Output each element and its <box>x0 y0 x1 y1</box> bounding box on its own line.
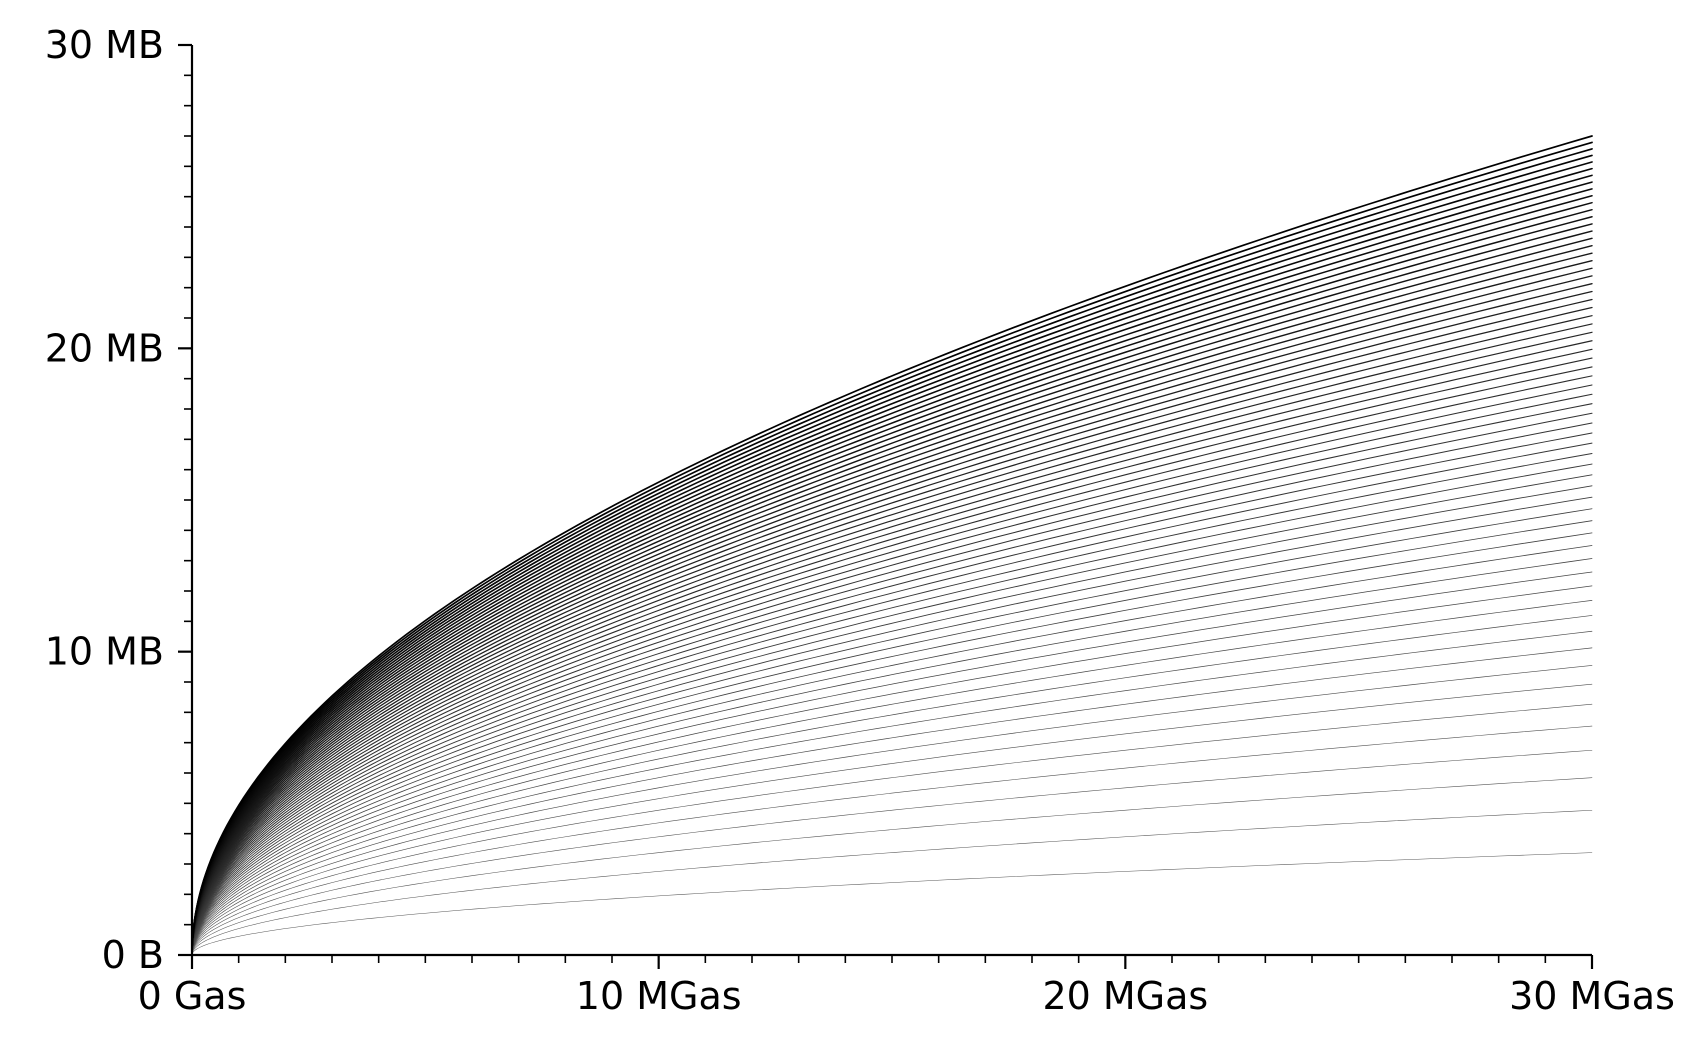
series-line-8 <box>191 665 1593 956</box>
x-tick-label: 30 MGas <box>1509 974 1675 1018</box>
series-line-32 <box>191 375 1593 956</box>
series-line-55 <box>191 195 1593 956</box>
series-line-25 <box>191 442 1593 956</box>
series-line-21 <box>191 485 1593 956</box>
series-line-4 <box>191 749 1593 956</box>
y-tick-label: 20 MB <box>45 326 164 370</box>
series-line-27 <box>191 422 1593 956</box>
series-line-3 <box>191 777 1593 956</box>
series-line-1 <box>191 852 1593 956</box>
series-line-23 <box>191 463 1593 956</box>
series-line-7 <box>191 683 1593 956</box>
series-line-61 <box>191 154 1593 956</box>
series-line-34 <box>191 357 1593 956</box>
series-line-45 <box>191 267 1593 956</box>
series-line-28 <box>191 412 1593 956</box>
series-line-30 <box>191 393 1593 956</box>
y-tick-label: 10 MB <box>45 630 164 674</box>
series-line-15 <box>191 558 1593 956</box>
series-line-9 <box>191 647 1593 956</box>
series-group <box>191 135 1593 956</box>
series-line-35 <box>191 348 1593 956</box>
series-line-36 <box>191 340 1593 956</box>
series-line-6 <box>191 703 1593 956</box>
x-tick-label: 10 MGas <box>576 974 742 1018</box>
series-line-26 <box>191 432 1593 956</box>
series-line-13 <box>191 585 1593 956</box>
tick-labels: 0 Gas 10 MGas 20 MGas 30 MGas 0 B 10 MB 20 MB 3… <box>45 23 1675 1018</box>
series-line-42 <box>191 290 1593 956</box>
series-line-41 <box>191 298 1593 956</box>
ticks <box>178 43 1594 969</box>
series-line-24 <box>191 452 1593 956</box>
series-line-29 <box>191 403 1593 956</box>
y-tick-label: 30 MB <box>45 23 164 67</box>
series-line-33 <box>191 366 1593 956</box>
series-line-19 <box>191 508 1593 956</box>
series-line-10 <box>191 630 1593 956</box>
series-line-16 <box>191 545 1593 956</box>
series-line-59 <box>191 167 1593 956</box>
series-line-20 <box>191 496 1593 956</box>
series-line-17 <box>191 532 1593 956</box>
series-line-37 <box>191 331 1593 956</box>
series-line-18 <box>191 520 1593 956</box>
series-line-40 <box>191 306 1593 956</box>
series-line-57 <box>191 181 1593 956</box>
axes <box>190 45 1592 957</box>
series-line-31 <box>191 384 1593 956</box>
series-line-39 <box>191 315 1593 956</box>
series-line-43 <box>191 283 1593 956</box>
series-line-2 <box>191 809 1593 956</box>
series-line-12 <box>191 600 1593 956</box>
series-line-49 <box>191 237 1593 956</box>
series-line-63 <box>191 141 1593 956</box>
series-line-14 <box>191 571 1593 956</box>
x-tick-label: 20 MGas <box>1042 974 1208 1018</box>
series-line-64 <box>191 135 1593 956</box>
series-line-5 <box>191 725 1593 956</box>
series-line-22 <box>191 474 1593 956</box>
series-line-11 <box>191 615 1593 956</box>
x-tick-label: 0 Gas <box>138 974 247 1018</box>
series-line-38 <box>191 323 1593 956</box>
y-tick-label: 0 B <box>102 933 164 977</box>
series-line-44 <box>191 275 1593 956</box>
